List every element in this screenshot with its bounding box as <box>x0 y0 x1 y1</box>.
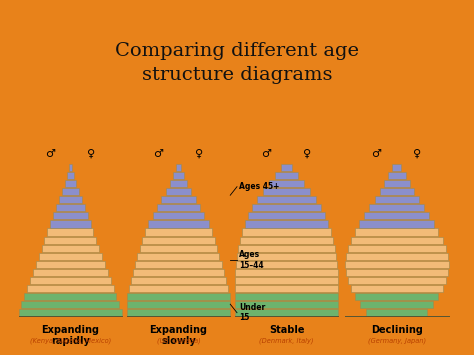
Bar <box>140 245 217 252</box>
Bar <box>142 236 215 244</box>
Bar <box>131 277 226 284</box>
Bar <box>240 236 333 244</box>
Bar <box>235 285 338 292</box>
Bar <box>348 277 446 284</box>
Text: Ages 45+: Ages 45+ <box>239 182 280 191</box>
Bar <box>360 301 433 308</box>
Text: ♂: ♂ <box>261 149 271 159</box>
Bar <box>365 212 429 219</box>
Text: (Kenya, Nigeria, Mexico): (Kenya, Nigeria, Mexico) <box>30 338 111 344</box>
Text: Ages
15–44: Ages 15–44 <box>239 250 264 269</box>
Bar <box>24 293 117 300</box>
Bar <box>245 220 328 228</box>
Bar <box>345 261 448 268</box>
Bar <box>21 301 119 308</box>
Bar <box>392 164 401 171</box>
Bar <box>235 293 338 300</box>
Bar <box>133 269 224 276</box>
Bar <box>33 269 108 276</box>
Text: ♀: ♀ <box>87 149 95 159</box>
Bar <box>359 220 435 228</box>
Bar <box>165 188 191 195</box>
Bar <box>127 309 230 316</box>
Bar <box>383 180 410 187</box>
Text: Declining: Declining <box>371 325 423 335</box>
Bar <box>127 301 230 308</box>
Bar <box>237 253 336 260</box>
Text: ♂: ♂ <box>372 149 382 159</box>
Bar <box>50 220 91 228</box>
Bar <box>59 196 82 203</box>
Bar <box>351 285 443 292</box>
Bar <box>129 285 228 292</box>
Text: ♀: ♀ <box>195 149 203 159</box>
Bar <box>346 253 447 260</box>
Bar <box>67 172 74 179</box>
Bar <box>42 245 99 252</box>
Text: ♂: ♂ <box>153 149 163 159</box>
Bar <box>242 229 331 236</box>
Bar <box>56 204 85 211</box>
Text: (Germany, Japan): (Germany, Japan) <box>368 338 426 344</box>
Bar <box>161 196 196 203</box>
Bar <box>275 172 298 179</box>
Bar <box>30 277 110 284</box>
Bar <box>348 245 446 252</box>
Bar <box>235 269 338 276</box>
Bar <box>235 309 338 316</box>
Text: Stable: Stable <box>269 325 304 335</box>
Bar <box>351 236 443 244</box>
Bar <box>148 220 209 228</box>
Bar <box>236 261 337 268</box>
Bar <box>39 253 102 260</box>
Text: Expanding
rapidly: Expanding rapidly <box>41 325 100 346</box>
Text: ♂: ♂ <box>45 149 55 159</box>
Bar <box>153 212 204 219</box>
Bar <box>64 180 76 187</box>
Bar <box>137 253 219 260</box>
Bar <box>27 285 114 292</box>
Bar <box>69 164 72 171</box>
Text: Expanding
slowly: Expanding slowly <box>149 325 208 346</box>
Text: ♀: ♀ <box>413 149 421 159</box>
Bar <box>281 164 292 171</box>
Bar <box>369 204 424 211</box>
Bar <box>53 212 88 219</box>
Bar <box>235 301 338 308</box>
Bar <box>269 180 304 187</box>
Bar <box>127 293 230 300</box>
Bar <box>263 188 310 195</box>
Bar <box>173 172 184 179</box>
Bar <box>62 188 79 195</box>
Bar <box>145 229 212 236</box>
Text: Under
15: Under 15 <box>239 303 265 322</box>
Text: (Denmark, Italy): (Denmark, Italy) <box>259 337 314 344</box>
Bar <box>257 196 316 203</box>
Bar <box>157 204 200 211</box>
Text: ♀: ♀ <box>303 149 311 159</box>
Bar <box>47 229 93 236</box>
Text: Comparing different age
structure diagrams: Comparing different age structure diagra… <box>115 42 359 84</box>
Bar <box>176 164 181 171</box>
Bar <box>18 309 122 316</box>
Bar <box>374 196 419 203</box>
Bar <box>252 204 321 211</box>
Bar <box>366 309 428 316</box>
Bar <box>235 277 338 284</box>
Bar <box>388 172 406 179</box>
Bar <box>135 261 222 268</box>
Bar <box>248 212 325 219</box>
Bar <box>355 229 438 236</box>
Bar <box>346 269 447 276</box>
Bar <box>380 188 414 195</box>
Text: (US, Canada): (US, Canada) <box>156 338 201 344</box>
Bar <box>238 245 335 252</box>
Bar <box>45 236 96 244</box>
Bar <box>36 261 105 268</box>
Bar <box>170 180 187 187</box>
Bar <box>355 293 438 300</box>
